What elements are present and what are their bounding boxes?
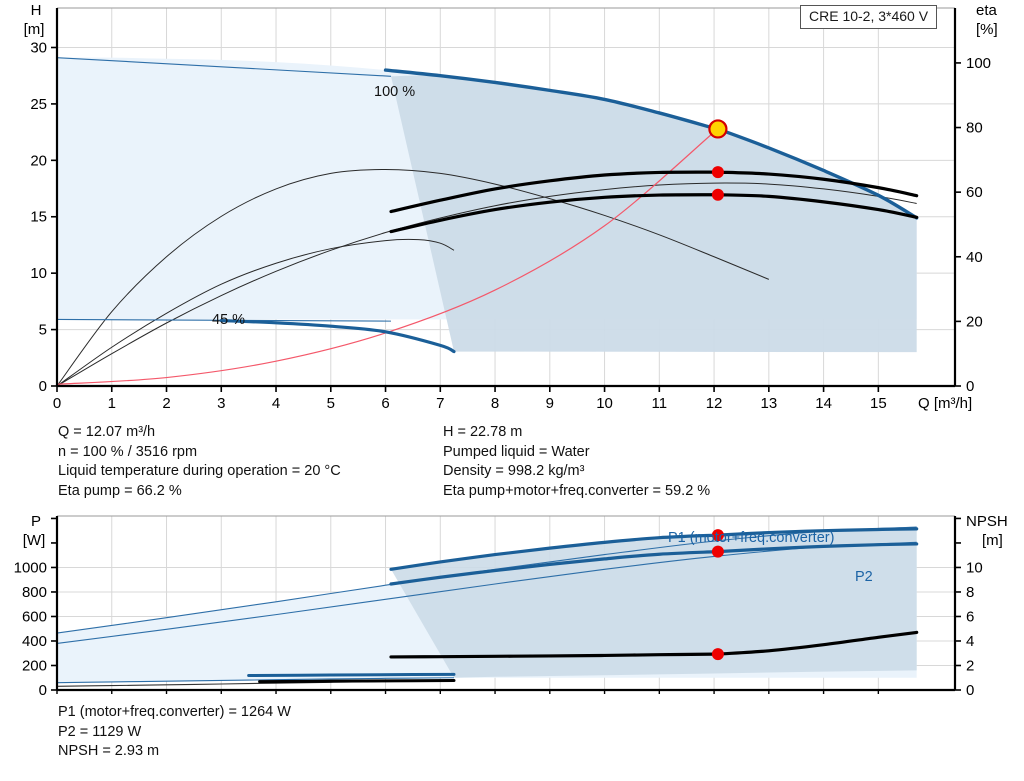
svg-text:10: 10: [30, 265, 47, 282]
readout-top-left: Q = 12.07 m³/h n = 100 % / 3516 rpm Liqu…: [58, 423, 341, 501]
svg-text:11: 11: [652, 395, 668, 412]
svg-text:eta: eta: [976, 2, 998, 19]
svg-text:10: 10: [596, 395, 613, 412]
svg-text:0: 0: [39, 682, 47, 699]
readout-h: H = 22.78 m: [443, 424, 523, 440]
readout-npsh: NPSH = 2.93 m: [58, 743, 160, 759]
svg-text:0: 0: [966, 682, 974, 699]
readout-q: Q = 12.07 m³/h: [58, 424, 156, 440]
svg-text:[m]: [m]: [982, 532, 1003, 549]
readout-eta-pump: Eta pump = 66.2 %: [58, 482, 182, 499]
svg-text:0: 0: [966, 378, 974, 395]
svg-text:7: 7: [436, 395, 444, 412]
power-npsh-chart: 0 200 400 600 800 1000 0 2 4 6 8 10 P [W] NPSH [m] P1 (…: [0, 508, 1024, 708]
svg-text:0: 0: [53, 395, 61, 412]
readout-liquid-temp: Liquid temperature during operation = 20…: [58, 463, 341, 479]
readout-bottom: P1 (motor+freq.converter) = 1264 W P2 = …: [58, 703, 291, 762]
svg-text:2: 2: [162, 395, 170, 412]
readout-eta-total: Eta pump+motor+freq.converter = 59.2 %: [443, 482, 711, 499]
speed-100-label: 100 %: [374, 84, 416, 100]
svg-text:15: 15: [30, 209, 47, 226]
svg-text:[%]: [%]: [976, 21, 998, 38]
svg-text:600: 600: [22, 608, 47, 625]
pump-model-label: CRE 10-2, 3*460 V: [809, 8, 929, 24]
svg-text:[W]: [W]: [23, 532, 46, 549]
svg-text:6: 6: [381, 395, 389, 412]
svg-text:6: 6: [966, 608, 974, 625]
svg-text:15: 15: [870, 395, 887, 412]
readout-p1: P1 (motor+freq.converter) = 1264 W: [58, 704, 291, 720]
svg-text:14: 14: [815, 395, 832, 412]
svg-text:3: 3: [217, 395, 225, 412]
head-efficiency-chart: 0 5 10 15 20 25 30 0 20 40 60 80 100 0 1 2 3 4 5 6 7 8 9 10 11 12…: [24, 2, 998, 412]
svg-text:2: 2: [966, 657, 974, 674]
svg-text:Q [m³/h]: Q [m³/h]: [918, 395, 972, 412]
svg-text:9: 9: [546, 395, 554, 412]
p1-curve-label: P1 (motor+freq.converter): [668, 530, 835, 546]
svg-text:0: 0: [39, 378, 47, 395]
readout-p2: P2 = 1129 W: [58, 723, 142, 740]
svg-text:H: H: [31, 2, 42, 19]
readout-n: n = 100 % / 3516 rpm: [58, 443, 198, 460]
svg-text:P: P: [31, 513, 41, 530]
readout-top-right: H = 22.78 m Pumped liquid = Water Densit…: [443, 423, 710, 501]
svg-text:400: 400: [22, 633, 47, 650]
svg-text:80: 80: [966, 120, 983, 137]
svg-text:1: 1: [108, 395, 116, 412]
svg-text:12: 12: [706, 395, 723, 412]
readout-density: Density = 998.2 kg/m³: [443, 463, 585, 479]
svg-text:20: 20: [966, 313, 983, 330]
svg-text:10: 10: [966, 559, 983, 576]
svg-text:5: 5: [39, 322, 47, 339]
p2-curve-label: P2: [855, 569, 873, 585]
svg-text:800: 800: [22, 584, 47, 601]
svg-text:NPSH: NPSH: [966, 513, 1008, 530]
svg-text:5: 5: [327, 395, 335, 412]
readout-pumped-liquid: Pumped liquid = Water: [443, 443, 590, 460]
svg-text:200: 200: [22, 657, 47, 674]
svg-text:13: 13: [760, 395, 777, 412]
svg-text:[m]: [m]: [24, 21, 45, 38]
svg-text:4: 4: [966, 633, 974, 650]
svg-text:60: 60: [966, 184, 983, 201]
pump-model-box: CRE 10-2, 3*460 V: [800, 5, 938, 29]
svg-text:4: 4: [272, 395, 280, 412]
svg-text:8: 8: [966, 584, 974, 601]
svg-text:20: 20: [30, 152, 47, 169]
power-npsh-plot: 0 200 400 600 800 1000 0 2 4 6 8 10 P [W] NPSH [m]: [14, 513, 1008, 699]
svg-text:30: 30: [30, 39, 47, 56]
svg-text:100: 100: [966, 55, 991, 72]
svg-text:40: 40: [966, 249, 983, 266]
speed-45-label: 45 %: [212, 312, 246, 328]
svg-text:25: 25: [30, 96, 47, 113]
svg-text:1000: 1000: [14, 559, 47, 576]
svg-text:8: 8: [491, 395, 499, 412]
